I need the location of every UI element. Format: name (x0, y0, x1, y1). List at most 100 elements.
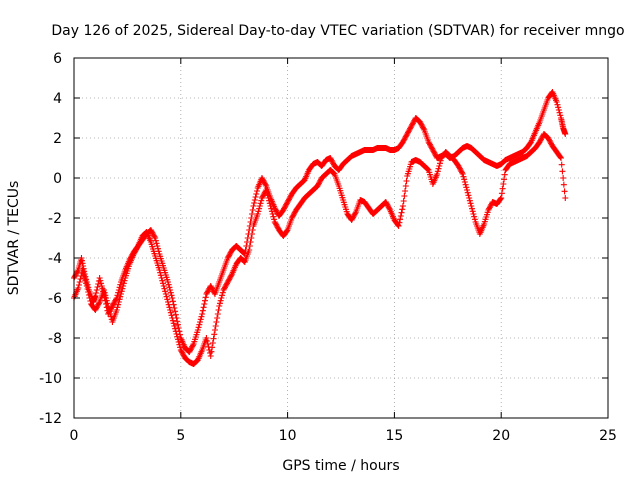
data-point (545, 135, 552, 141)
data-point (263, 189, 270, 196)
data-point (383, 200, 390, 207)
data-point (252, 194, 259, 200)
data-point (78, 273, 85, 279)
data-point (164, 279, 171, 285)
data-point (470, 211, 477, 217)
data-point (291, 211, 298, 217)
data-point (425, 139, 432, 145)
data-point (199, 311, 206, 317)
data-point (223, 281, 230, 288)
data-point (486, 205, 493, 212)
data-point (555, 107, 562, 113)
data-point (219, 292, 226, 299)
data-point (224, 279, 231, 285)
data-point (98, 280, 105, 287)
data-point (271, 205, 278, 211)
data-point (165, 281, 172, 288)
data-point (101, 289, 108, 296)
data-point (241, 250, 248, 257)
data-point (97, 277, 104, 284)
data-point (464, 189, 471, 196)
data-point (498, 195, 505, 201)
data-point (102, 292, 109, 299)
data-point (351, 211, 358, 218)
data-point (106, 308, 113, 315)
data-point (173, 331, 180, 337)
data-point (547, 139, 554, 145)
data-point (119, 285, 126, 292)
data-point (167, 309, 174, 316)
data-point (395, 223, 402, 229)
data-point (114, 304, 121, 311)
data-point (209, 340, 216, 346)
data-point (209, 344, 216, 351)
data-point (262, 188, 269, 195)
data-point (403, 178, 410, 184)
data-point (350, 213, 357, 219)
data-point (226, 275, 233, 281)
data-point (204, 341, 211, 347)
data-point (196, 321, 203, 328)
data-point (330, 169, 337, 176)
data-point (186, 349, 193, 355)
data-point (166, 304, 173, 311)
data-point (98, 283, 105, 289)
data-point (96, 275, 103, 281)
data-point (418, 121, 425, 128)
data-point (208, 284, 215, 291)
data-point (221, 285, 228, 292)
data-point (227, 273, 234, 280)
data-point (399, 203, 406, 209)
data-point (559, 168, 566, 175)
y-tick-label: 2 (53, 131, 62, 147)
data-point (461, 176, 468, 183)
data-point (72, 272, 79, 279)
data-point (487, 203, 494, 209)
data-point (290, 212, 297, 219)
data-point (501, 176, 508, 183)
data-point (401, 193, 408, 199)
data-point (402, 135, 409, 141)
data-point (180, 352, 187, 359)
data-point (562, 131, 569, 137)
data-point (159, 277, 166, 284)
data-point (455, 163, 462, 169)
data-point (226, 252, 233, 259)
data-point (162, 288, 169, 295)
data-point (161, 285, 168, 292)
data-point (201, 301, 208, 307)
data-point (187, 346, 194, 353)
data-point (187, 347, 194, 354)
data-point (286, 195, 293, 201)
data-point (382, 199, 389, 205)
data-point (214, 311, 221, 317)
data-point (222, 283, 229, 289)
data-point (315, 181, 322, 188)
data-point (174, 333, 181, 340)
data-point (120, 283, 127, 289)
data-point (87, 298, 94, 304)
data-point (172, 311, 179, 318)
data-point (100, 287, 107, 293)
data-point (150, 232, 157, 239)
data-point (80, 269, 87, 276)
data-point (417, 120, 424, 127)
data-point (95, 281, 102, 287)
data-point (199, 307, 206, 314)
data-point (105, 303, 112, 309)
data-point (105, 305, 112, 312)
data-point (283, 201, 290, 208)
data-point (469, 205, 476, 212)
data-point (168, 292, 175, 299)
data-point (251, 200, 258, 206)
data-point (118, 288, 125, 295)
data-point (113, 307, 120, 313)
data-point (401, 136, 408, 143)
data-point (255, 208, 262, 215)
data-point (214, 315, 221, 321)
data-point (178, 348, 185, 355)
data-point (249, 231, 255, 237)
data-point (215, 307, 222, 313)
data-point (246, 243, 253, 249)
data-point (211, 331, 218, 338)
